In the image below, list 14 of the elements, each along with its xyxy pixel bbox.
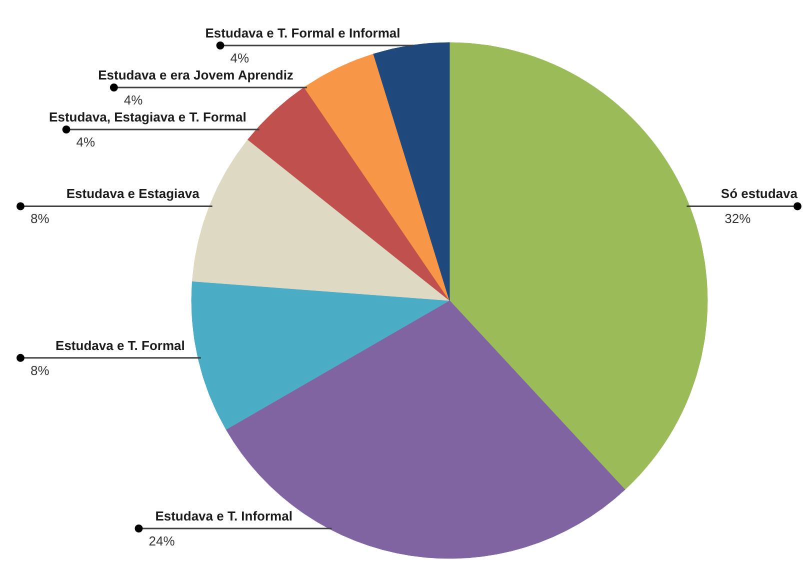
- data-label: 24%: [148, 534, 176, 548]
- slice-label: Estudava, Estagiava e T. Formal: [49, 110, 246, 124]
- slice-label: Estudava e T. Informal: [155, 508, 292, 524]
- data-label: 4%: [230, 50, 250, 66]
- data-label: 32%: [724, 211, 752, 226]
- slice-label: Estudava e era Jovem Aprendiz: [98, 68, 294, 82]
- slice-label: Estudava e T. Formal: [56, 338, 185, 353]
- slice-label: Só estudava: [720, 186, 798, 202]
- slice-label: Estudava e T. Formal e Informal: [205, 26, 400, 40]
- data-label: 4%: [124, 92, 144, 108]
- data-label: 8%: [30, 211, 50, 226]
- data-label: 4%: [76, 134, 96, 150]
- slice-label: Estudava e Estagiava: [66, 186, 200, 202]
- data-label: 8%: [30, 362, 50, 378]
